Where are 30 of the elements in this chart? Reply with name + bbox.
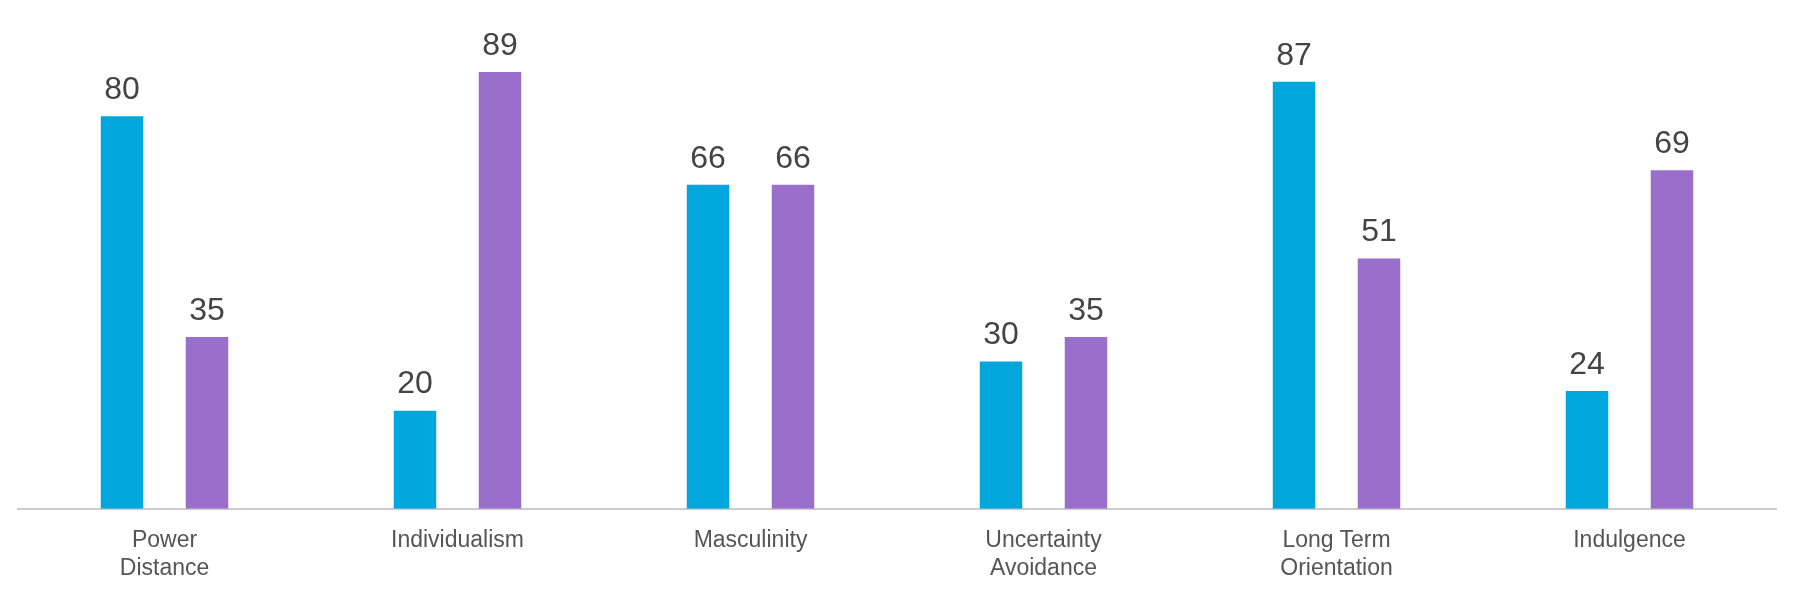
- bar: [1357, 258, 1401, 509]
- data-label: 66: [775, 138, 811, 175]
- data-label: 30: [983, 315, 1019, 352]
- x-tick-label: Individualism: [391, 525, 524, 552]
- data-label: 89: [482, 25, 518, 62]
- data-label: 24: [1569, 344, 1605, 381]
- x-tick-label: Indulgence: [1573, 525, 1686, 552]
- bar: [771, 184, 815, 509]
- bar: [1650, 170, 1694, 509]
- bar: [100, 116, 144, 509]
- x-tick-label: Masculinity: [693, 525, 808, 552]
- data-label: 69: [1654, 123, 1690, 160]
- bar: [185, 337, 229, 509]
- data-label: 66: [690, 138, 726, 175]
- data-label: 35: [189, 290, 225, 327]
- data-label: 35: [1068, 290, 1104, 327]
- bar: [1064, 337, 1108, 509]
- bar: [686, 184, 730, 509]
- bar: [1272, 81, 1316, 509]
- x-tick-label: Uncertainty Avoidance: [985, 525, 1103, 580]
- bar: [1565, 391, 1609, 509]
- x-tick-label: Long Term Orientation: [1280, 525, 1393, 580]
- bar: [979, 361, 1023, 509]
- bar: [393, 410, 437, 509]
- data-label: 80: [104, 69, 140, 106]
- bar: [478, 71, 522, 509]
- data-label: 87: [1276, 35, 1312, 72]
- x-tick-label: Power Distance: [119, 525, 210, 580]
- data-label: 20: [397, 364, 433, 401]
- data-label: 51: [1361, 212, 1397, 249]
